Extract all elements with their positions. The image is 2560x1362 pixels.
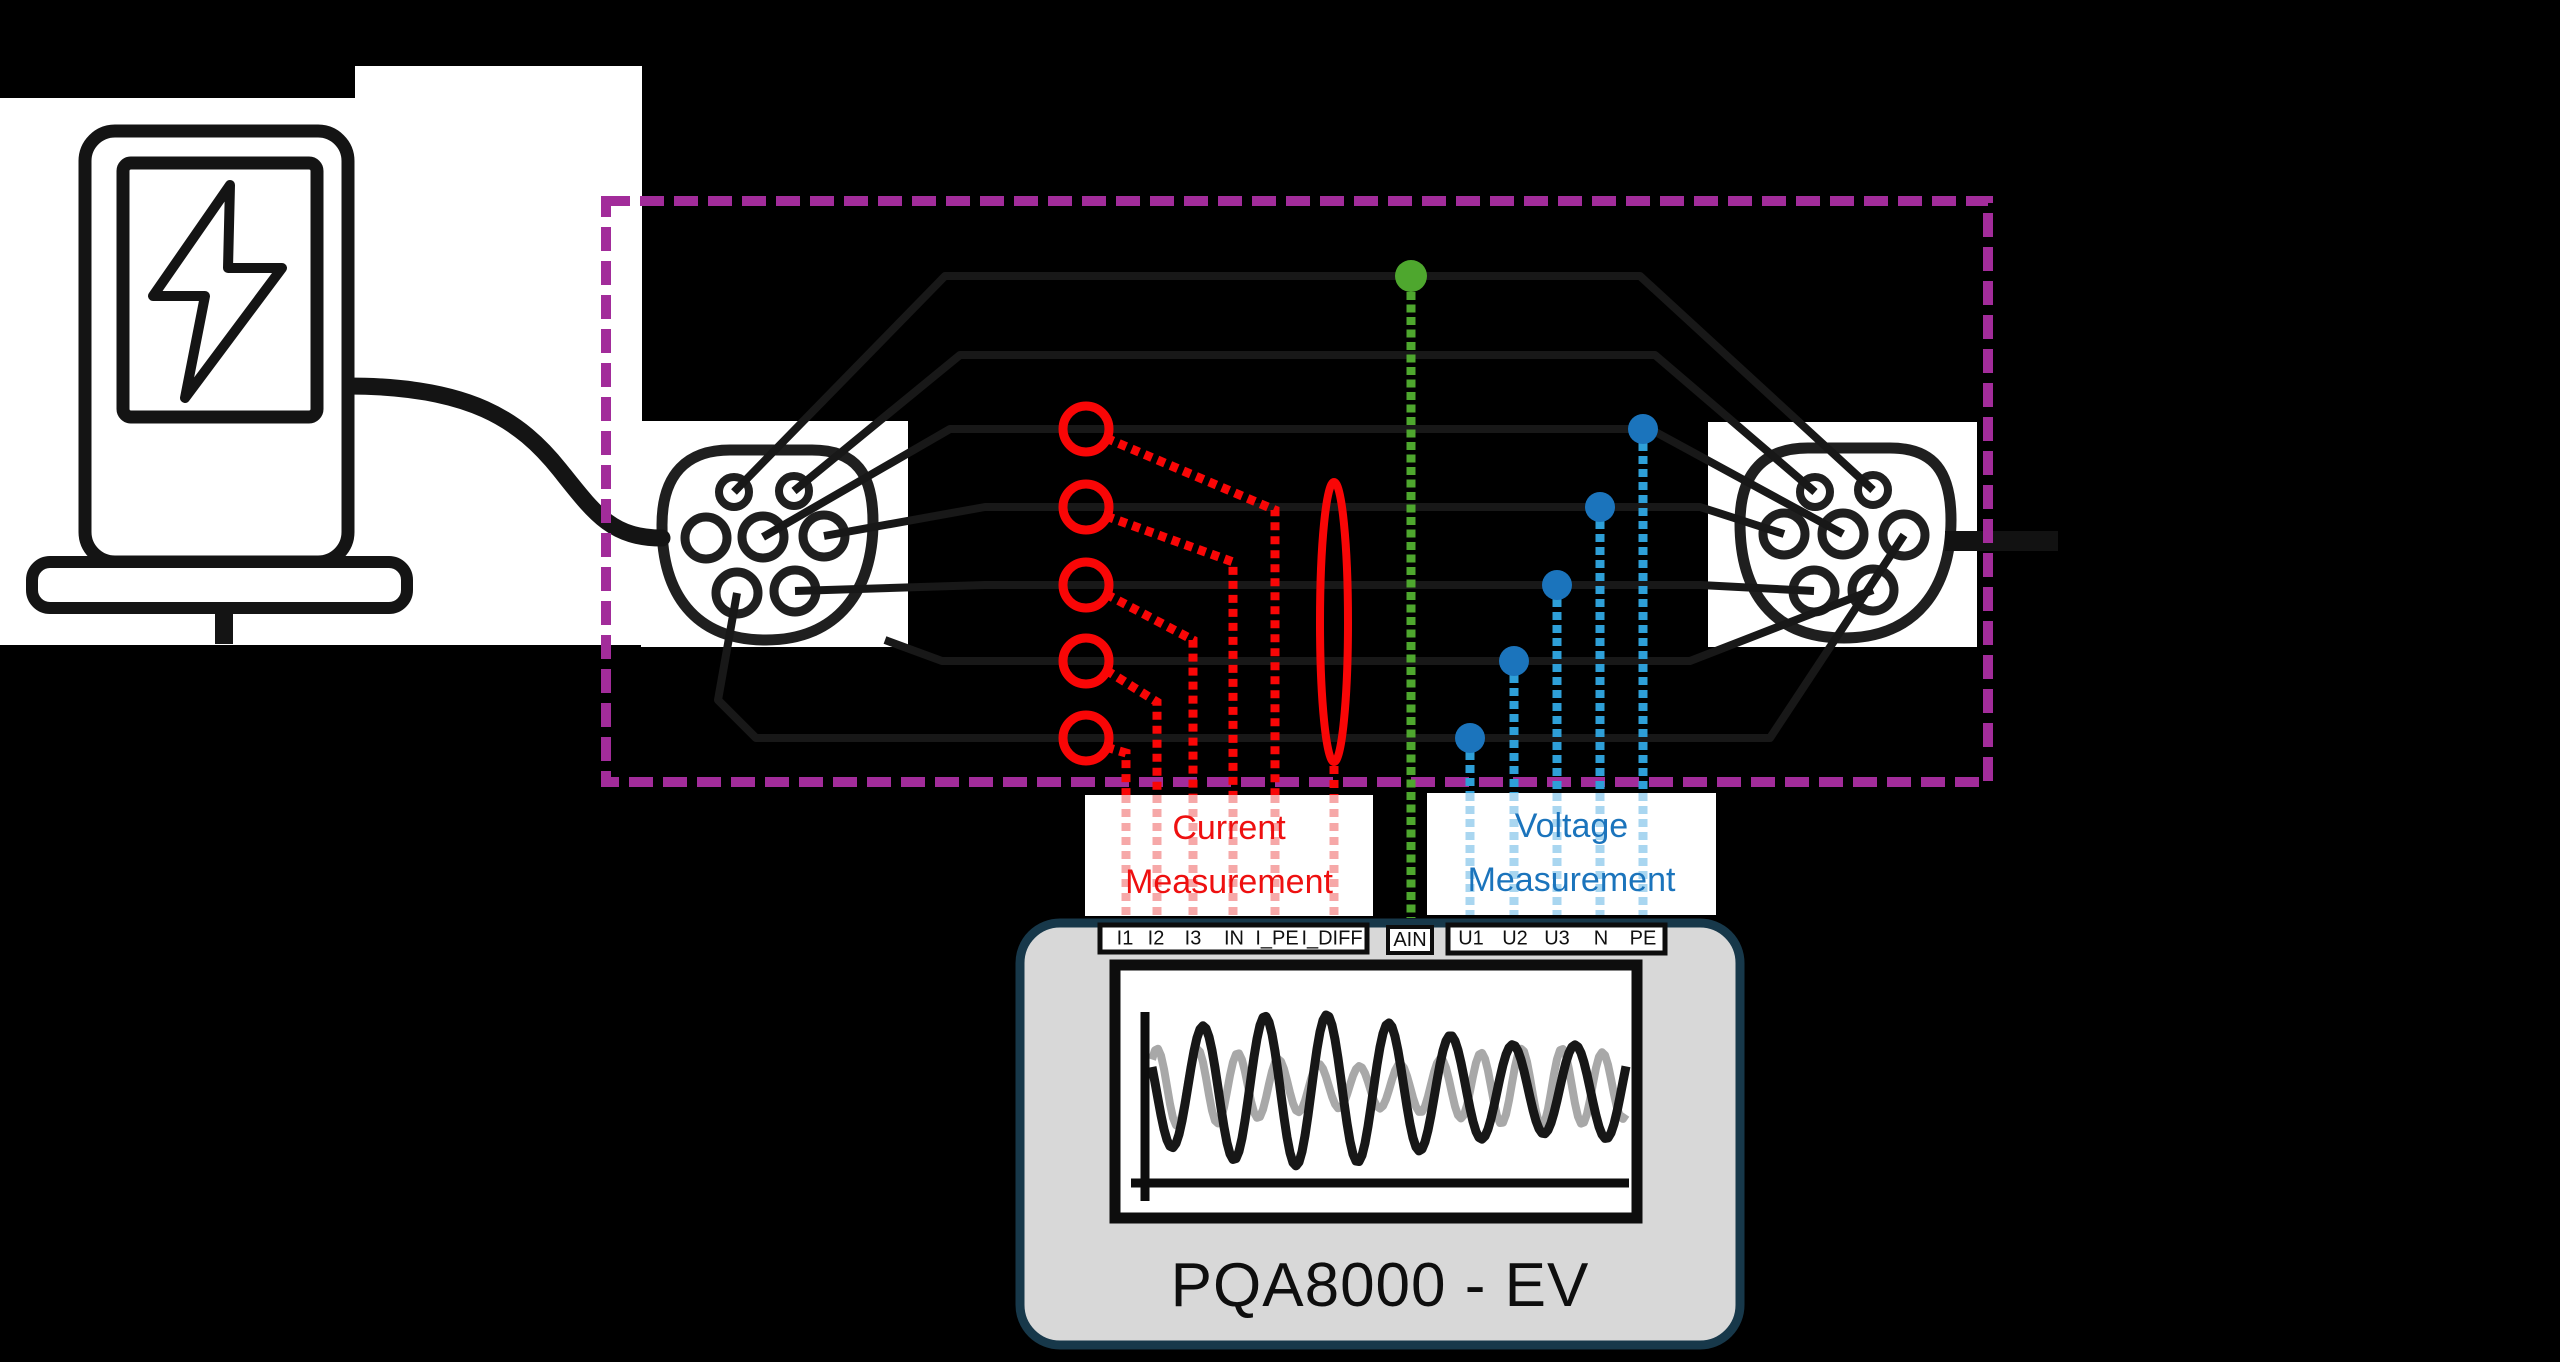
current-probe-lead (1104, 742, 1131, 795)
voltage-probe-dot (1542, 570, 1572, 600)
voltage-measurement-box (1427, 793, 1716, 915)
measurement-label-boxes (1085, 793, 1716, 916)
waveform-plot (1147, 1010, 1631, 1171)
lightning-bolt-icon (148, 180, 287, 403)
current-probe-lead (1104, 433, 1280, 795)
current-clamp-ring (1058, 710, 1114, 766)
current-probe-lead (1103, 590, 1198, 795)
voltage-probe-dot (1585, 492, 1615, 522)
connector-pin (680, 512, 732, 564)
wire-cp (731, 272, 1876, 495)
wire-l2 (883, 586, 1875, 665)
current-clamp-ring (1058, 479, 1114, 535)
measurement-boundary-dashed-box (601, 196, 1993, 787)
current-clamp-ring (1058, 633, 1114, 689)
pqa8000-device (1015, 918, 1745, 1350)
type2-connector-right (1734, 442, 1957, 644)
differential-current-coil (1316, 478, 1352, 766)
analog-terminal-strip (1386, 925, 1434, 955)
terminal-strips (1097, 922, 1668, 956)
voltage-probe-dot (1499, 646, 1529, 676)
current-clamp-ring (1058, 401, 1114, 457)
current-probe-lead (1104, 511, 1238, 795)
type2-connector-left (656, 444, 879, 646)
current-probe-lead (1103, 666, 1162, 795)
charging-cable (339, 377, 671, 547)
analog-probe-dot (1395, 260, 1427, 292)
wire-l3 (794, 581, 1815, 595)
probe-graphics (1058, 260, 1658, 918)
voltage-probe-dot (1455, 723, 1485, 753)
voltage-terminal-strip (1445, 922, 1668, 956)
waveform-axes (1131, 1012, 1629, 1201)
waveform-trace-gray (1148, 1044, 1630, 1130)
voltage-probe-dot (1628, 414, 1658, 444)
wire-l1 (714, 532, 1908, 742)
vehicle-side-cable-stub (1945, 531, 2058, 551)
wire-pe (760, 425, 1845, 541)
wire-pp (791, 351, 1818, 496)
charger-base-stem (215, 608, 233, 644)
charger-base (26, 556, 413, 614)
waveform-trace-black (1147, 1010, 1631, 1171)
ev-charger-icon (26, 124, 671, 644)
charger-background-panel-notch (355, 66, 642, 126)
current-clamp-ring (1058, 557, 1114, 613)
current-terminal-strip (1097, 922, 1370, 955)
